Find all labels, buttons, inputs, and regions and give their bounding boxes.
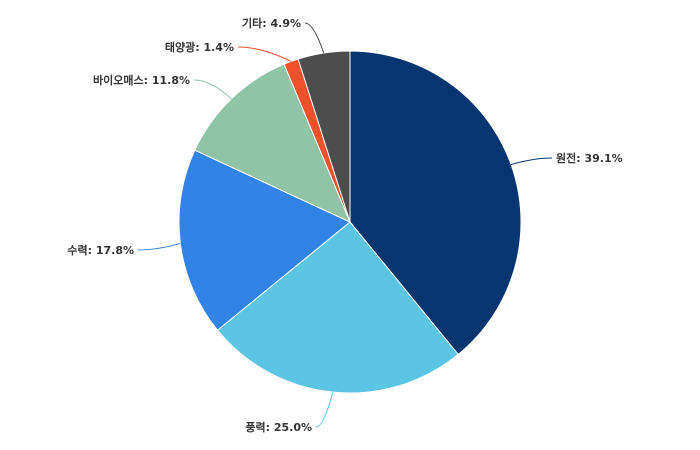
connector-line [510,157,553,166]
connector-line [304,22,325,54]
pie-slice [297,50,351,223]
connector-line [193,79,232,100]
slice-label: 바이오매스: 11.8% [93,73,190,87]
slice-label: 원전: 39.1% [556,151,623,165]
slice-label: 기타: 4.9% [242,16,301,30]
pie-slice [178,149,351,331]
pie-slice [349,50,522,356]
connector-line [237,46,292,62]
connector-line [137,242,181,251]
slice-label: 풍력: 25.0% [245,421,312,434]
connector-line [315,392,334,428]
pie-slice [216,221,459,394]
slice-label: 태양광: 1.4% [165,40,234,54]
slice-label: 수력: 17.8% [67,244,134,257]
